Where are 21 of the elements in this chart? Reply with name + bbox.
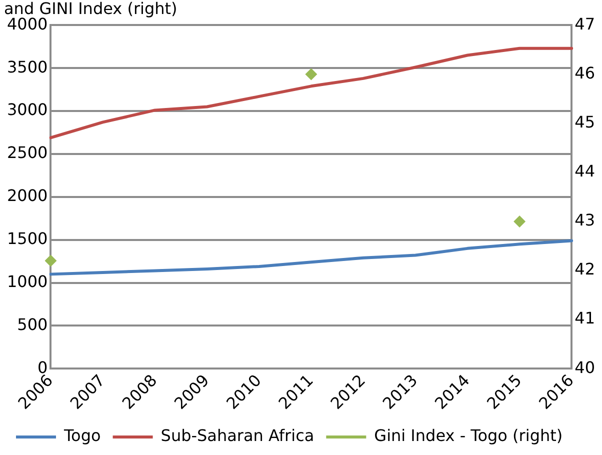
y2-tick-label: 40 [574, 358, 595, 377]
y-tick-label: 2500 [7, 143, 48, 162]
legend-label: Sub-Saharan Africa [160, 426, 314, 446]
y-tick-label: 1500 [7, 229, 48, 248]
y2-tick-label: 41 [574, 308, 595, 328]
point [514, 215, 526, 228]
y2-tick-label: 43 [574, 210, 595, 230]
y2-tick-label: 46 [574, 63, 595, 82]
y-tick-label: 3500 [7, 57, 48, 76]
y2-tick-label: 47 [574, 14, 595, 34]
legend-label: Gini Index - Togo (right) [374, 426, 563, 446]
y2-tick-label: 42 [574, 260, 595, 279]
y-tick-label: 500 [17, 314, 48, 334]
y-tick-label: 3000 [7, 100, 48, 120]
point [44, 254, 57, 267]
legend-label: Togo [63, 426, 101, 446]
y-tick-label: 2000 [7, 186, 48, 206]
point [305, 68, 318, 80]
y2-tick-label: 45 [574, 112, 595, 132]
y-tick-label: 1000 [7, 272, 48, 291]
y2-tick-label: 44 [574, 162, 595, 181]
